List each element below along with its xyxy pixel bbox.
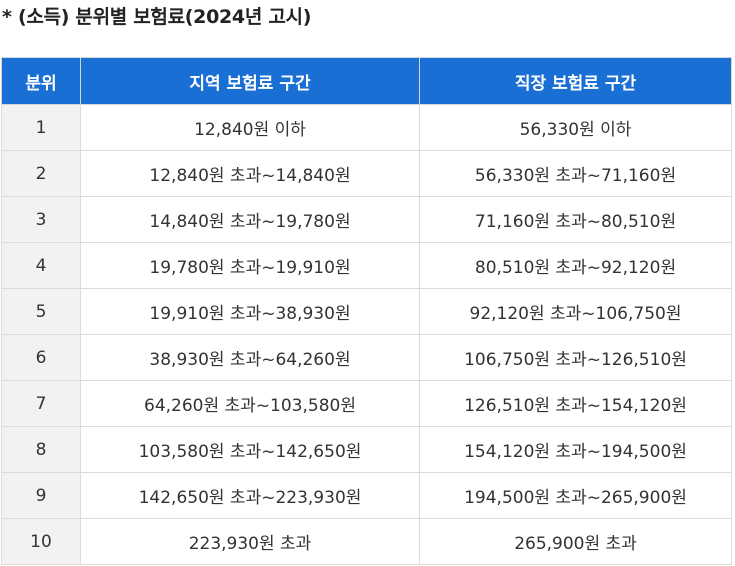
rank-cell: 4: [1, 242, 81, 289]
regional-cell: 38,930원 초과~64,260원: [80, 334, 420, 381]
table-row: 5 19,910원 초과~38,930원 92,120원 초과~106,750원: [1, 288, 732, 335]
rank-cell: 2: [1, 150, 81, 197]
table-row: 4 19,780원 초과~19,910원 80,510원 초과~92,120원: [1, 242, 732, 289]
workplace-cell: 71,160원 초과~80,510원: [419, 196, 732, 243]
premium-table: 분위 지역 보험료 구간 직장 보험료 구간 1 12,840원 이하 56,3…: [1, 57, 732, 565]
table-row: 10 223,930원 초과 265,900원 초과: [1, 518, 732, 565]
rank-cell: 5: [1, 288, 81, 335]
table-row: 2 12,840원 초과~14,840원 56,330원 초과~71,160원: [1, 150, 732, 197]
rank-cell: 7: [1, 380, 81, 427]
regional-cell: 12,840원 이하: [80, 104, 420, 151]
regional-cell: 142,650원 초과~223,930원: [80, 472, 420, 519]
page-title: * (소득) 분위별 보험료(2024년 고시): [2, 6, 312, 28]
workplace-cell: 194,500원 초과~265,900원: [419, 472, 732, 519]
header-workplace: 직장 보험료 구간: [419, 57, 732, 105]
rank-cell: 6: [1, 334, 81, 381]
regional-cell: 64,260원 초과~103,580원: [80, 380, 420, 427]
workplace-cell: 126,510원 초과~154,120원: [419, 380, 732, 427]
table-row: 9 142,650원 초과~223,930원 194,500원 초과~265,9…: [1, 472, 732, 519]
workplace-cell: 106,750원 초과~126,510원: [419, 334, 732, 381]
rank-cell: 1: [1, 104, 81, 151]
regional-cell: 12,840원 초과~14,840원: [80, 150, 420, 197]
regional-cell: 14,840원 초과~19,780원: [80, 196, 420, 243]
table-row: 8 103,580원 초과~142,650원 154,120원 초과~194,5…: [1, 426, 732, 473]
table-header-row: 분위 지역 보험료 구간 직장 보험료 구간: [1, 57, 732, 105]
regional-cell: 19,910원 초과~38,930원: [80, 288, 420, 335]
workplace-cell: 154,120원 초과~194,500원: [419, 426, 732, 473]
regional-cell: 103,580원 초과~142,650원: [80, 426, 420, 473]
table-row: 3 14,840원 초과~19,780원 71,160원 초과~80,510원: [1, 196, 732, 243]
table-row: 6 38,930원 초과~64,260원 106,750원 초과~126,510…: [1, 334, 732, 381]
workplace-cell: 80,510원 초과~92,120원: [419, 242, 732, 289]
workplace-cell: 265,900원 초과: [419, 518, 732, 565]
rank-cell: 3: [1, 196, 81, 243]
table-row: 1 12,840원 이하 56,330원 이하: [1, 104, 732, 151]
workplace-cell: 56,330원 초과~71,160원: [419, 150, 732, 197]
rank-cell: 8: [1, 426, 81, 473]
workplace-cell: 92,120원 초과~106,750원: [419, 288, 732, 335]
table-row: 7 64,260원 초과~103,580원 126,510원 초과~154,12…: [1, 380, 732, 427]
regional-cell: 19,780원 초과~19,910원: [80, 242, 420, 289]
rank-cell: 9: [1, 472, 81, 519]
regional-cell: 223,930원 초과: [80, 518, 420, 565]
rank-cell: 10: [1, 518, 81, 565]
header-regional: 지역 보험료 구간: [80, 57, 420, 105]
workplace-cell: 56,330원 이하: [419, 104, 732, 151]
header-rank: 분위: [1, 57, 81, 105]
